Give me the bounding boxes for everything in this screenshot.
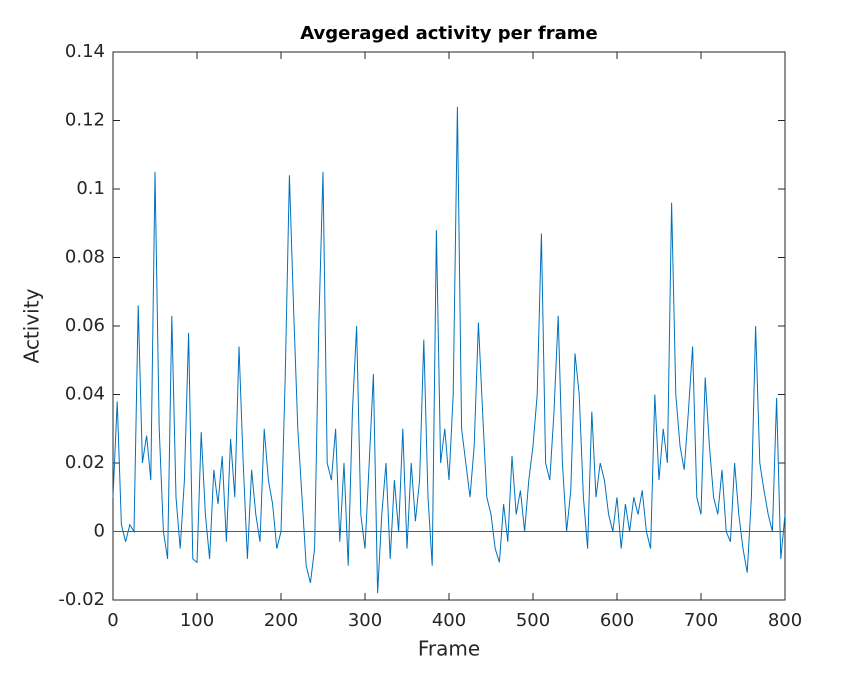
y-tick-label: 0.04 [65,384,105,405]
y-tick-label: 0 [94,521,105,542]
data-line [112,106,786,594]
chart-title: Avgeraged activity per frame [300,23,598,44]
x-tick-label: 300 [348,610,382,631]
y-tick-label: 0.08 [65,247,105,268]
x-tick-label: 600 [600,610,634,631]
y-tick-label: 0.14 [65,41,105,62]
x-tick-label: 500 [516,610,550,631]
y-axis-label: Activity [20,288,44,363]
y-tick-label: -0.02 [58,589,105,610]
x-tick-label: 0 [107,610,118,631]
y-tick-label: 0.12 [65,110,105,131]
x-axis-label: Frame [418,637,480,661]
x-tick-label: 400 [432,610,466,631]
y-tick-label: 0.1 [76,178,105,199]
x-tick-label: 100 [180,610,214,631]
x-tick-label: 800 [768,610,802,631]
y-tick-label: 0.02 [65,452,105,473]
x-tick-label: 200 [264,610,298,631]
y-tick-label: 0.06 [65,315,105,336]
x-tick-label: 700 [684,610,718,631]
